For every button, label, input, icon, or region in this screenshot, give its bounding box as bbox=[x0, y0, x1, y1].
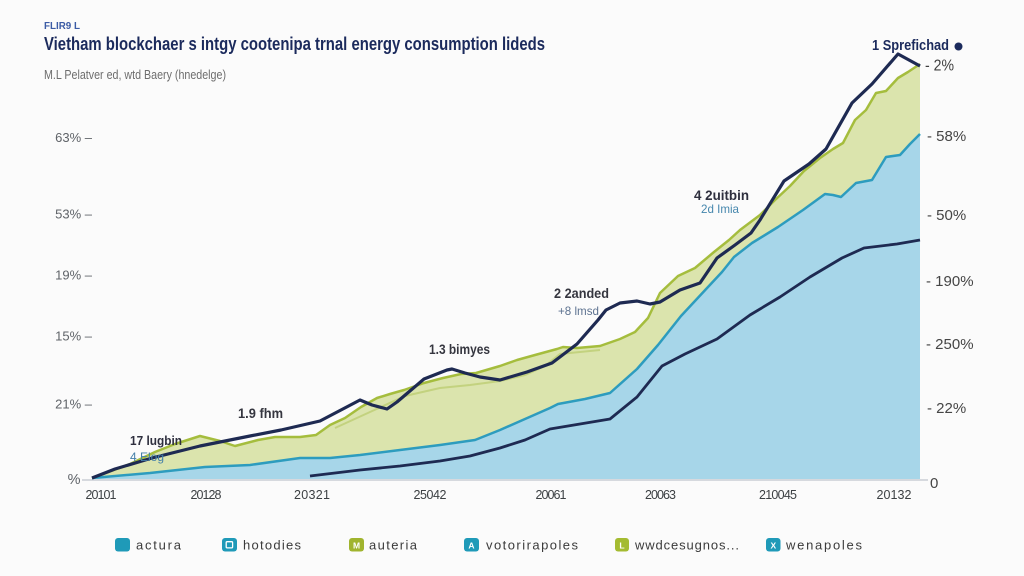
svg-text:FLIR9 L: FLIR9 L bbox=[44, 21, 80, 32]
svg-text:auteria: auteria bbox=[369, 538, 418, 553]
svg-text:4 2uitbin: 4 2uitbin bbox=[694, 188, 749, 203]
svg-text:Vietham blockchaer s intgy coo: Vietham blockchaer s intgy cootenipa trn… bbox=[44, 34, 545, 54]
svg-text:19% –: 19% – bbox=[55, 268, 93, 283]
svg-text:20061: 20061 bbox=[536, 488, 567, 502]
svg-text:- 190%: - 190% bbox=[926, 273, 974, 290]
svg-text:21% –: 21% – bbox=[55, 397, 93, 412]
svg-text:20132: 20132 bbox=[877, 488, 912, 502]
svg-text:+8 lmsd: +8 lmsd bbox=[558, 304, 599, 318]
svg-text:actura: actura bbox=[136, 538, 182, 553]
svg-text:0: 0 bbox=[930, 475, 938, 492]
svg-text:wenapoles: wenapoles bbox=[785, 538, 863, 553]
svg-text:4 Elog: 4 Elog bbox=[130, 450, 164, 464]
svg-text:63% –: 63% – bbox=[55, 130, 93, 145]
svg-text:- 22%: - 22% bbox=[927, 400, 966, 417]
svg-text:20063: 20063 bbox=[645, 488, 676, 502]
svg-text:M: M bbox=[353, 541, 360, 551]
svg-text:17 lugbin: 17 lugbin bbox=[130, 433, 182, 448]
svg-text:- 2%: - 2% bbox=[925, 58, 954, 75]
svg-text:A: A bbox=[468, 541, 474, 551]
svg-text:20101: 20101 bbox=[86, 488, 117, 502]
svg-text:- 250%: - 250% bbox=[926, 336, 974, 353]
svg-text:1.3 bimyes: 1.3 bimyes bbox=[429, 342, 490, 357]
svg-text:wwdcesugnos...: wwdcesugnos... bbox=[634, 538, 739, 553]
svg-text:- 58%: - 58% bbox=[927, 128, 966, 145]
svg-text:20321: 20321 bbox=[294, 488, 330, 502]
svg-text:25042: 25042 bbox=[414, 488, 447, 502]
svg-text:%: % bbox=[68, 472, 81, 488]
svg-text:X: X bbox=[770, 541, 776, 551]
svg-text:L: L bbox=[619, 541, 624, 551]
svg-text:20128: 20128 bbox=[191, 488, 222, 502]
svg-text:210045: 210045 bbox=[759, 488, 797, 502]
svg-text:15% –: 15% – bbox=[55, 329, 93, 344]
svg-text:2d Imia: 2d Imia bbox=[701, 202, 739, 216]
svg-text:M.L Pelatver ed, wtd Baery (hn: M.L Pelatver ed, wtd Baery (hnedelge) bbox=[44, 68, 226, 82]
svg-text:1.9 fhm: 1.9 fhm bbox=[238, 406, 283, 421]
svg-text:53% –: 53% – bbox=[55, 207, 93, 222]
svg-text:- 50%: - 50% bbox=[927, 207, 966, 224]
svg-text:2 2anded: 2 2anded bbox=[554, 286, 609, 301]
svg-text:1 Sprefichad: 1 Sprefichad bbox=[872, 37, 949, 54]
svg-text:votorirapoles: votorirapoles bbox=[486, 538, 579, 553]
